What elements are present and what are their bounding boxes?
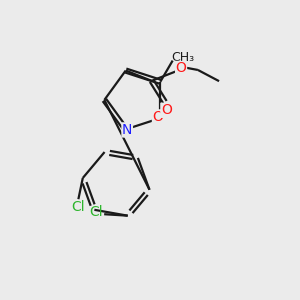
Text: N: N xyxy=(122,123,132,137)
Text: O: O xyxy=(152,110,164,124)
Text: O: O xyxy=(176,61,187,76)
Text: O: O xyxy=(161,103,172,117)
Text: Cl: Cl xyxy=(72,200,85,214)
Text: CH₃: CH₃ xyxy=(171,51,194,64)
Text: Cl: Cl xyxy=(89,205,103,219)
